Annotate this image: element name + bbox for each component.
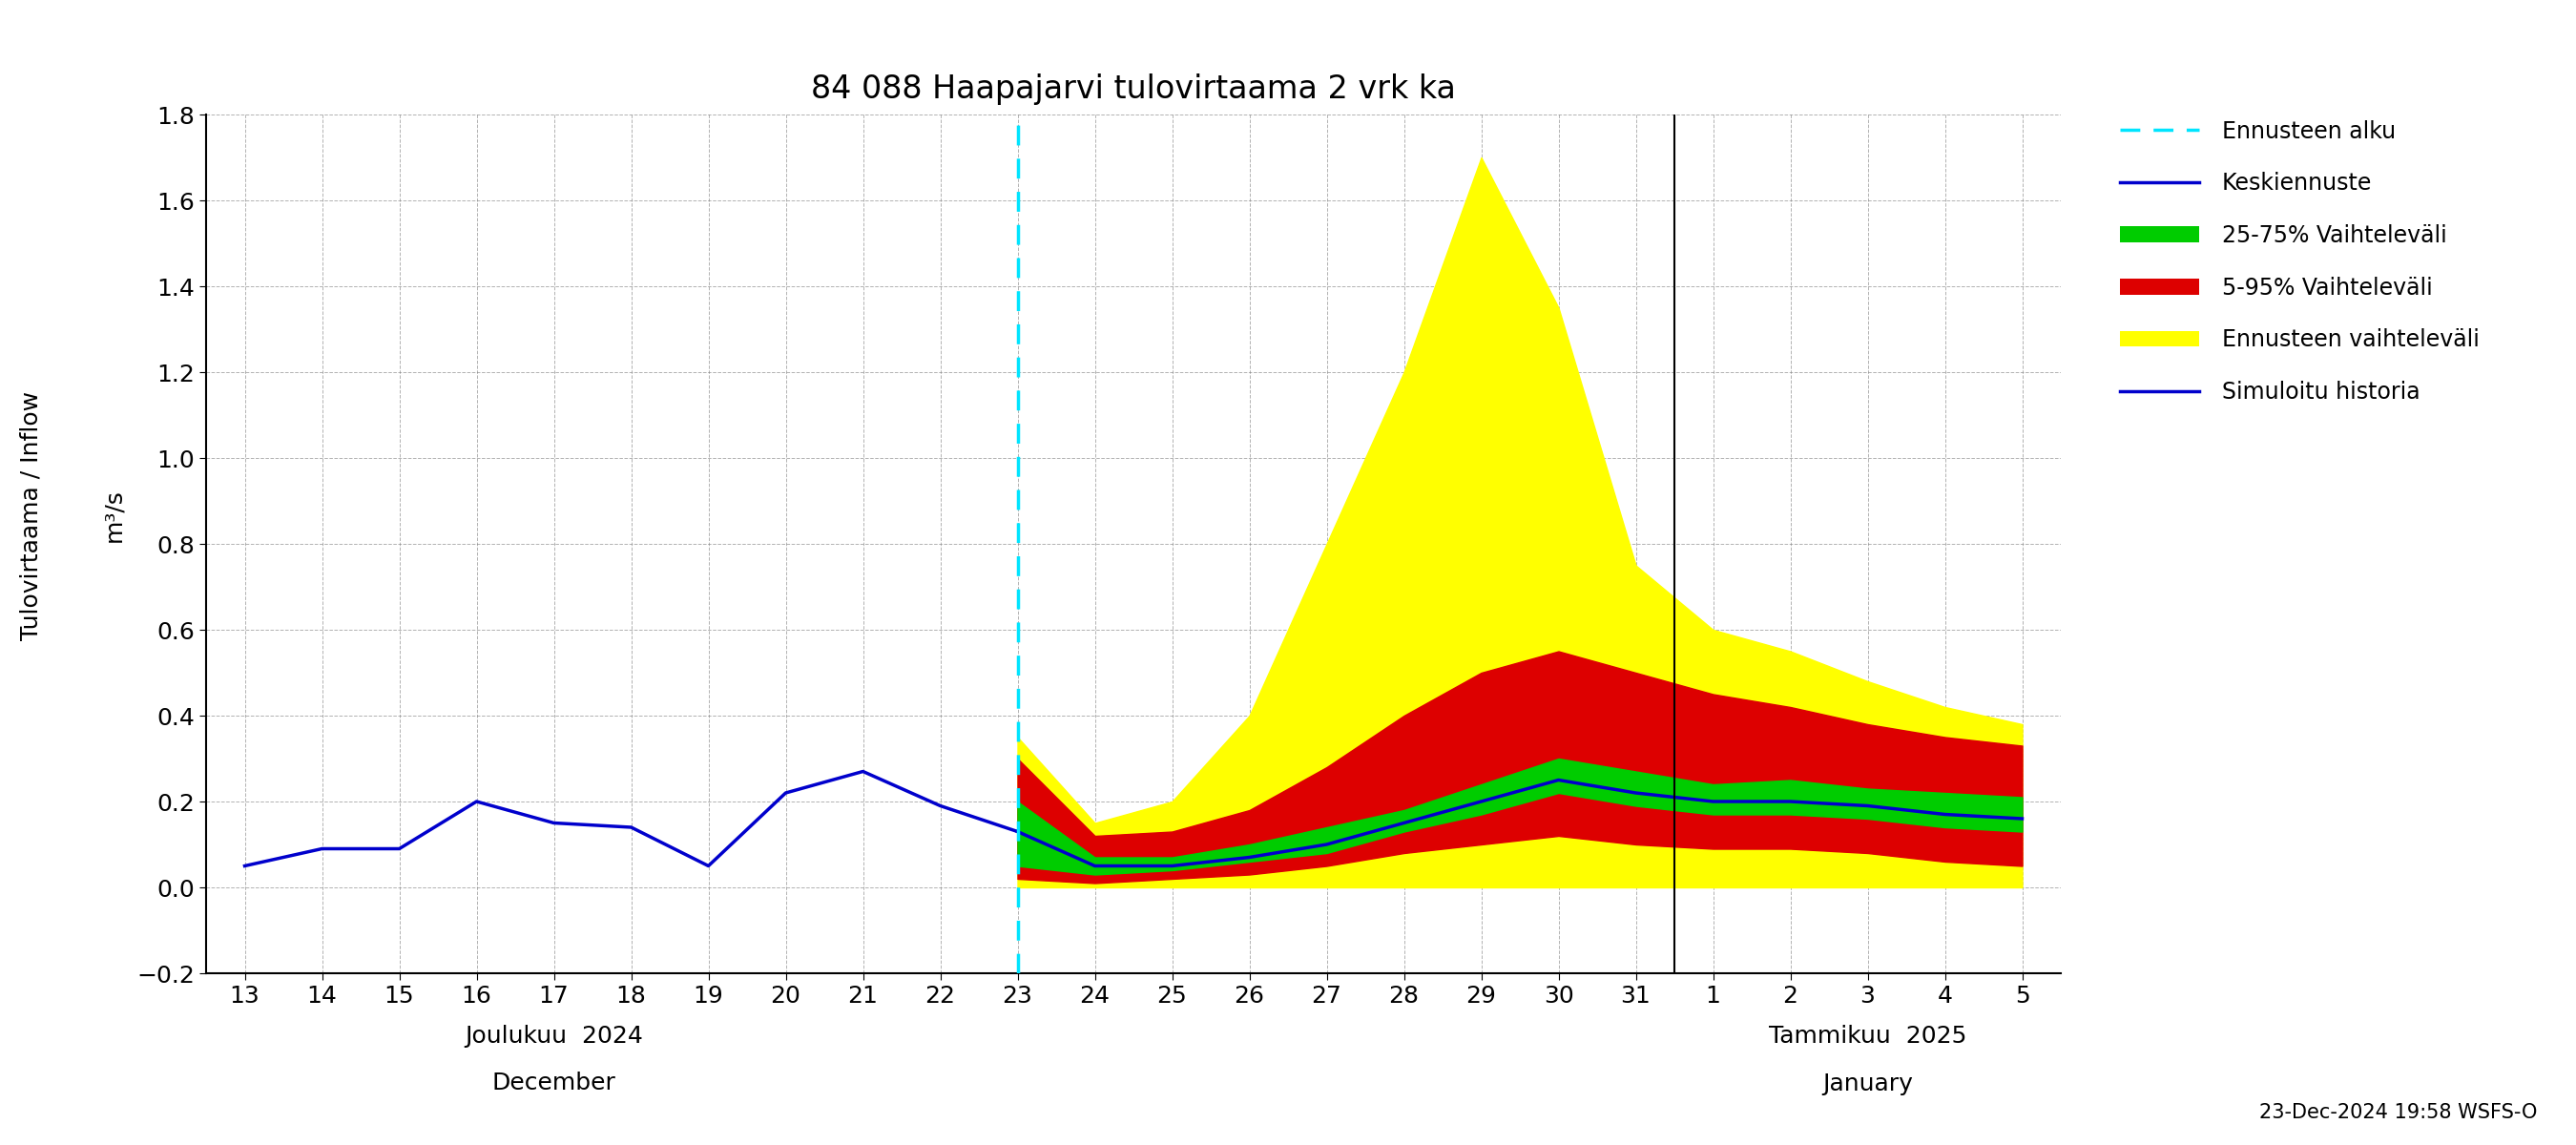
- Text: January: January: [1821, 1072, 1914, 1095]
- Text: December: December: [492, 1072, 616, 1095]
- Text: m³/s: m³/s: [103, 489, 124, 542]
- Text: Tammikuu  2025: Tammikuu 2025: [1770, 1025, 1965, 1048]
- Legend: Ennusteen alku, Keskiennuste, 25-75% Vaihteleväli, 5-95% Vaihteleväli, Ennusteen: Ennusteen alku, Keskiennuste, 25-75% Vai…: [2110, 109, 2491, 414]
- Text: Joulukuu  2024: Joulukuu 2024: [464, 1025, 644, 1048]
- Text: 23-Dec-2024 19:58 WSFS-O: 23-Dec-2024 19:58 WSFS-O: [2259, 1103, 2537, 1122]
- Title: 84 088 Haapajarvi tulovirtaama 2 vrk ka: 84 088 Haapajarvi tulovirtaama 2 vrk ka: [811, 73, 1455, 105]
- Text: Tulovirtaama / Inflow: Tulovirtaama / Inflow: [21, 390, 41, 640]
